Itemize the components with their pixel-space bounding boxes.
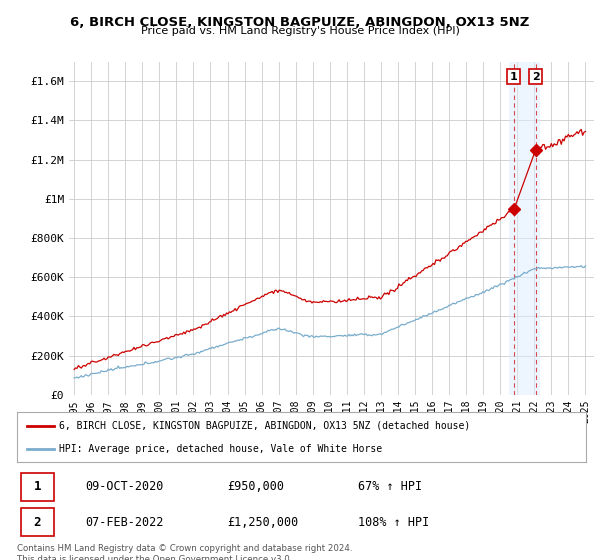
Text: 67% ↑ HPI: 67% ↑ HPI [358,480,422,493]
Text: 6, BIRCH CLOSE, KINGSTON BAGPUIZE, ABINGDON, OX13 5NZ (detached house): 6, BIRCH CLOSE, KINGSTON BAGPUIZE, ABING… [59,421,471,431]
Text: Contains HM Land Registry data © Crown copyright and database right 2024.
This d: Contains HM Land Registry data © Crown c… [17,544,352,560]
Text: 1: 1 [34,480,41,493]
Text: 6, BIRCH CLOSE, KINGSTON BAGPUIZE, ABINGDON, OX13 5NZ: 6, BIRCH CLOSE, KINGSTON BAGPUIZE, ABING… [70,16,530,29]
Text: HPI: Average price, detached house, Vale of White Horse: HPI: Average price, detached house, Vale… [59,445,383,454]
Text: 2: 2 [532,72,539,82]
Text: 1: 1 [509,72,517,82]
Text: 2: 2 [34,516,41,529]
Bar [21,508,54,536]
Text: 07-FEB-2022: 07-FEB-2022 [85,516,163,529]
Bar [509,62,541,395]
Text: 09-OCT-2020: 09-OCT-2020 [85,480,163,493]
Text: £950,000: £950,000 [227,480,284,493]
Text: 108% ↑ HPI: 108% ↑ HPI [358,516,430,529]
Bar [21,473,54,501]
Text: Price paid vs. HM Land Registry's House Price Index (HPI): Price paid vs. HM Land Registry's House … [140,26,460,36]
Text: £1,250,000: £1,250,000 [227,516,299,529]
